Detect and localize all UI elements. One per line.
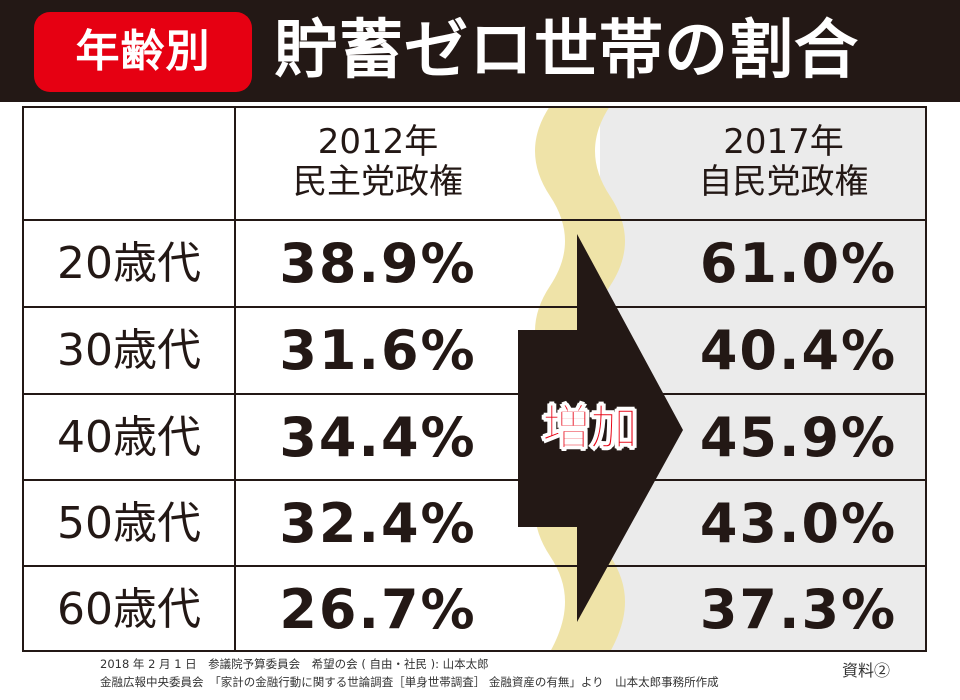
row-divider	[22, 393, 927, 395]
data-table	[22, 106, 927, 652]
value-2017: 40.4%	[699, 319, 898, 382]
age-group-badge: 年齢別	[34, 12, 252, 92]
value-2017: 43.0%	[699, 492, 898, 555]
value-2012: 26.7%	[279, 578, 477, 641]
page-title: 貯蓄ゼロ世帯の割合	[274, 14, 859, 88]
value-2017: 37.3%	[699, 578, 898, 641]
footer-source-line1: 2018 年 2 月 1 日 参議院予算委員会 希望の会 ( 自由・社民 ): …	[100, 657, 489, 671]
value-2017: 61.0%	[699, 232, 898, 295]
row-label: 60歳代	[57, 584, 201, 635]
row-divider	[22, 306, 927, 308]
row-label: 30歳代	[57, 325, 201, 376]
value-2017: 45.9%	[699, 406, 898, 469]
header-bar: 年齢別 貯蓄ゼロ世帯の割合	[0, 0, 960, 102]
column-year: 2017年	[723, 122, 844, 162]
value-2012: 32.4%	[279, 492, 477, 555]
column-government: 民主党政権	[293, 162, 463, 202]
footer-source-line2: 金融広報中央委員会 「家計の金融行動に関する世論調査［単身世帯調査］ 金融資産の…	[100, 675, 719, 689]
row-label: 50歳代	[57, 498, 201, 549]
column-divider	[234, 106, 236, 652]
row-label: 20歳代	[57, 238, 201, 289]
document-reference: 資料②	[842, 661, 891, 680]
column-header-2012: 2012年 民主党政権	[236, 122, 520, 202]
column-government: 自民党政権	[698, 162, 869, 202]
value-2012: 38.9%	[279, 232, 477, 295]
row-divider	[22, 479, 927, 481]
row-label: 40歳代	[57, 412, 201, 463]
value-2012: 34.4%	[279, 406, 477, 469]
column-year: 2012年	[317, 122, 439, 162]
value-2012: 31.6%	[279, 319, 477, 382]
increase-label: 増加	[541, 400, 638, 457]
row-divider	[22, 219, 927, 221]
column-header-2017: 2017年 自民党政権	[640, 122, 927, 202]
row-divider	[22, 565, 927, 567]
